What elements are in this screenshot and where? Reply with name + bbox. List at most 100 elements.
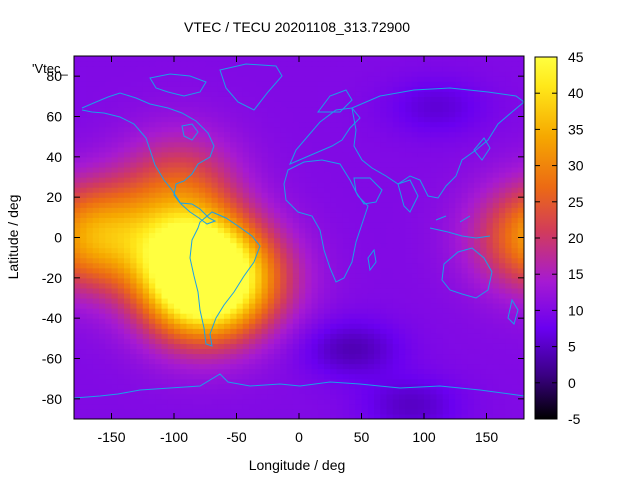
heat-cell	[467, 393, 475, 400]
heat-cell	[349, 393, 356, 400]
heat-cell	[349, 187, 356, 193]
heat-cell	[105, 171, 113, 178]
heat-cell	[211, 298, 219, 304]
heat-cell	[99, 227, 106, 234]
heat-cell	[461, 373, 469, 380]
heat-cell	[205, 237, 213, 244]
heat-cell	[242, 217, 250, 223]
heat-cell	[217, 292, 225, 299]
heat-cell	[449, 227, 456, 234]
heat-cell	[299, 192, 306, 198]
heat-cell	[424, 388, 431, 395]
heat-cell	[117, 136, 125, 143]
heat-cell	[392, 136, 400, 143]
heat-cell	[92, 136, 100, 143]
heat-cell	[199, 413, 206, 419]
heat-cell	[105, 292, 113, 299]
heat-cell	[374, 166, 381, 173]
heat-cell	[199, 247, 206, 254]
heat-cell	[236, 232, 244, 239]
heat-cell	[130, 338, 138, 344]
heat-cell	[211, 363, 219, 370]
heat-cell	[280, 383, 288, 390]
heat-cell	[417, 388, 425, 395]
heat-cell	[449, 151, 456, 158]
heat-cell	[211, 272, 219, 279]
heat-cell	[436, 403, 444, 410]
heat-cell	[449, 126, 456, 133]
heat-cell	[499, 187, 506, 193]
heat-cell	[142, 282, 150, 289]
heat-cell	[180, 227, 188, 234]
heat-cell	[380, 121, 388, 128]
heat-cell	[155, 91, 163, 97]
heat-cell	[280, 378, 288, 385]
heat-cell	[499, 323, 506, 329]
heat-cell	[299, 237, 306, 244]
heat-cell	[330, 247, 338, 254]
heat-cell	[230, 192, 238, 198]
heat-cell	[267, 267, 275, 274]
heat-cell	[124, 161, 131, 168]
heat-cell	[105, 136, 113, 143]
heat-cell	[149, 338, 156, 344]
heat-cell	[286, 282, 294, 289]
heat-cell	[417, 217, 425, 223]
heat-cell	[480, 141, 488, 148]
heat-cell	[224, 303, 231, 309]
heat-cell	[499, 408, 506, 415]
heat-cell	[449, 363, 456, 370]
heat-cell	[255, 398, 263, 405]
heat-cell	[342, 262, 350, 269]
heat-cell	[167, 318, 175, 324]
heat-cell	[399, 101, 406, 108]
heat-cell	[436, 257, 444, 264]
heat-cell	[142, 403, 150, 410]
heat-cell	[124, 242, 131, 249]
heat-cell	[417, 86, 425, 92]
heat-cell	[430, 328, 438, 334]
heat-cell	[149, 187, 156, 193]
heat-cell	[224, 277, 231, 284]
heat-cell	[167, 282, 175, 289]
heat-cell	[430, 237, 438, 244]
heat-cell	[180, 343, 188, 350]
heat-cell	[386, 403, 394, 410]
heat-cell	[330, 161, 338, 168]
heat-cell	[305, 272, 313, 279]
heat-cell	[355, 413, 363, 419]
heat-cell	[80, 131, 88, 138]
heat-cell	[161, 272, 169, 279]
heat-cell	[499, 373, 506, 380]
heat-cell	[305, 81, 313, 87]
heat-cell	[292, 177, 300, 183]
heat-cell	[349, 151, 356, 158]
heat-cell	[236, 237, 244, 244]
heat-cell	[455, 156, 463, 163]
heat-cell	[486, 192, 494, 198]
heat-cell	[305, 338, 313, 344]
heat-cell	[455, 298, 463, 304]
heat-cell	[211, 71, 219, 77]
heat-cell	[161, 146, 169, 153]
heat-cell	[399, 247, 406, 254]
heat-cell	[392, 161, 400, 168]
heat-cell	[299, 328, 306, 334]
heat-cell	[317, 287, 325, 294]
heat-cell	[299, 262, 306, 269]
heat-cell	[417, 242, 425, 249]
heat-cell	[311, 363, 319, 370]
heat-cell	[480, 91, 488, 97]
heat-cell	[480, 287, 488, 294]
heat-cell	[142, 197, 150, 203]
heat-cell	[455, 267, 463, 274]
heat-cell	[105, 182, 113, 188]
heat-cell	[449, 408, 456, 415]
heat-cell	[117, 393, 125, 400]
heat-cell	[136, 156, 144, 163]
heat-cell	[299, 358, 306, 365]
heat-cell	[417, 267, 425, 274]
heat-cell	[436, 287, 444, 294]
heat-cell	[467, 373, 475, 380]
heat-cell	[124, 66, 131, 72]
